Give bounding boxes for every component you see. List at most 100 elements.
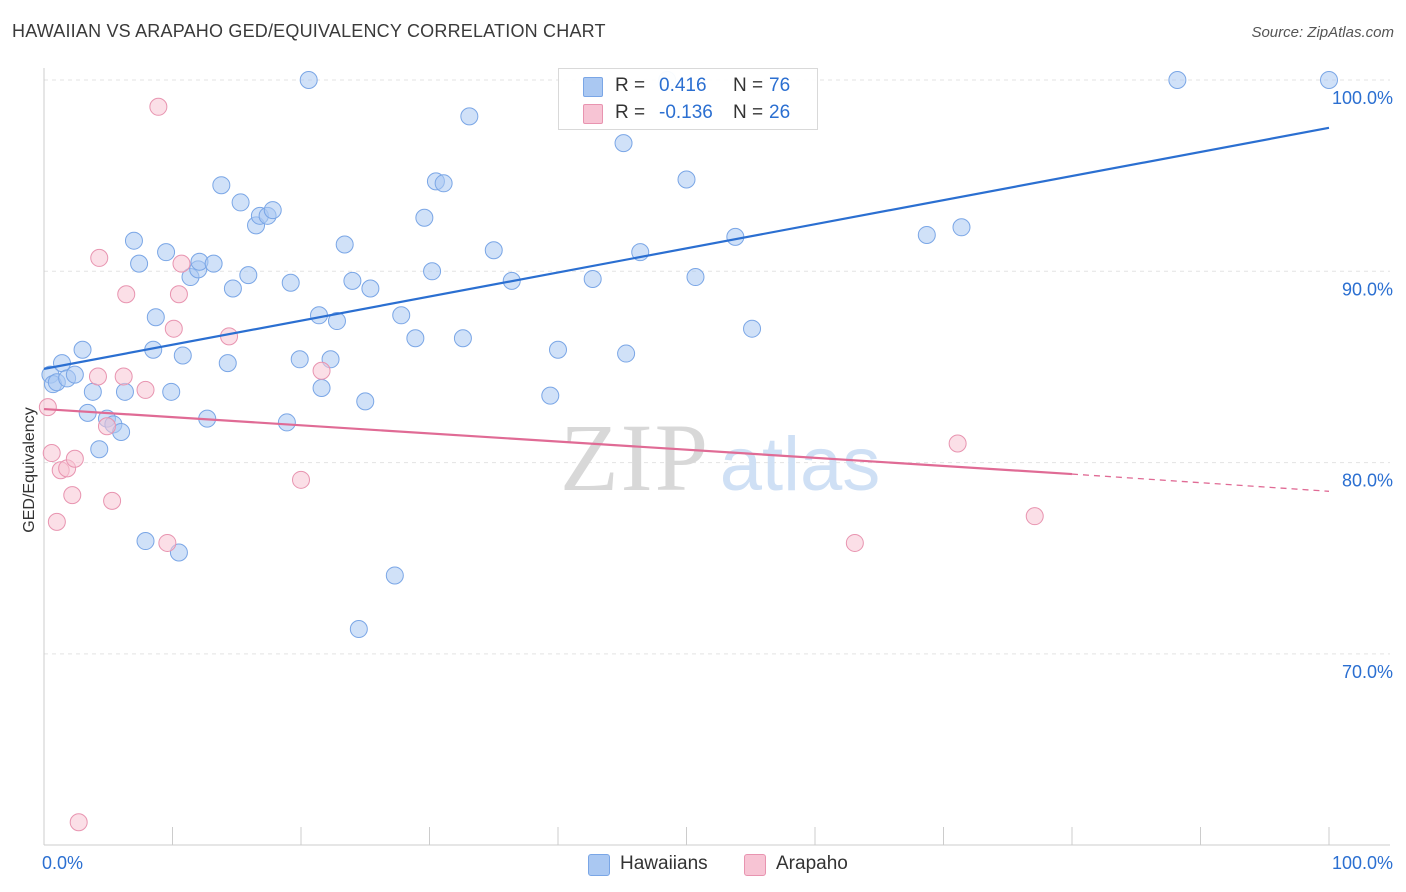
bottom-legend-swatch-hawaiians (588, 854, 610, 876)
source-label: Source: ZipAtlas.com (1251, 24, 1394, 41)
legend-r-label: R = (615, 75, 646, 96)
stats-legend: R = 0.416 N = 76 R = -0.136 N = 26 (558, 68, 818, 130)
axes-layer (43, 68, 1390, 846)
point-hawaiians (130, 254, 149, 273)
point-hawaiians (204, 254, 223, 273)
y-tick-label: 90.0% (1342, 279, 1393, 299)
y-tick-label: 100.0% (1332, 88, 1393, 108)
point-arapaho (90, 248, 109, 267)
bottom-legend-label-arapaho: Arapaho (776, 853, 848, 874)
point-hawaiians (173, 346, 192, 365)
point-hawaiians (415, 208, 434, 227)
point-arapaho (172, 254, 191, 273)
legend-n-label: N = (733, 102, 764, 123)
point-arapaho (97, 417, 116, 436)
point-hawaiians (239, 266, 258, 285)
x-tick-label: 100.0% (1332, 853, 1393, 873)
watermark-atlas: atlas (720, 422, 881, 507)
bottom-legend-swatch-arapaho (744, 854, 766, 876)
point-hawaiians (124, 231, 143, 250)
point-hawaiians (335, 235, 354, 254)
point-hawaiians (349, 620, 368, 639)
x-tick-label: 0.0% (42, 853, 83, 873)
point-hawaiians (1168, 71, 1187, 89)
point-hawaiians (218, 354, 237, 373)
trend-line-arapaho (43, 407, 1073, 476)
point-hawaiians (917, 225, 936, 244)
point-hawaiians (169, 543, 188, 562)
point-hawaiians (423, 262, 442, 281)
point-hawaiians (312, 378, 331, 397)
points-layer (38, 71, 1338, 832)
point-arapaho (1025, 507, 1044, 526)
point-hawaiians (263, 201, 282, 220)
trend-line-hawaiians (43, 126, 1330, 370)
point-hawaiians (223, 279, 242, 298)
point-hawaiians (65, 365, 84, 384)
point-arapaho (948, 434, 967, 453)
legend-r-value: 0.416 (659, 75, 707, 96)
grid-layer (44, 79, 1390, 655)
point-hawaiians (115, 382, 134, 401)
point-hawaiians (677, 170, 696, 189)
point-arapaho (114, 367, 133, 386)
point-arapaho (169, 285, 188, 304)
point-hawaiians (343, 271, 362, 290)
point-arapaho (69, 813, 88, 832)
watermark-zip: ZIP (560, 404, 710, 511)
labels-layer: 70.0% 80.0% 90.0% 100.0% 0.0% 100.0% (42, 88, 1393, 873)
point-hawaiians (327, 312, 346, 331)
point-hawaiians (299, 71, 318, 89)
point-hawaiians (146, 308, 165, 327)
legend-n-label: N = (733, 75, 764, 96)
point-hawaiians (743, 319, 762, 338)
point-arapaho (47, 512, 66, 531)
point-hawaiians (583, 269, 602, 288)
point-arapaho (38, 398, 57, 417)
point-hawaiians (361, 279, 380, 298)
legend-r-value: -0.136 (659, 102, 713, 123)
point-hawaiians (157, 243, 176, 262)
point-arapaho (63, 486, 82, 505)
point-hawaiians (231, 193, 250, 212)
point-hawaiians (541, 386, 560, 405)
point-arapaho (136, 380, 155, 399)
point-hawaiians (136, 532, 155, 551)
point-hawaiians (434, 174, 453, 193)
point-arapaho (845, 533, 864, 552)
point-hawaiians (617, 344, 636, 363)
point-hawaiians (83, 382, 102, 401)
point-arapaho (88, 367, 107, 386)
trend-layer (43, 126, 1330, 492)
point-hawaiians (549, 340, 567, 359)
point-hawaiians (952, 218, 971, 237)
point-arapaho (292, 470, 310, 489)
point-hawaiians (277, 413, 296, 432)
point-arapaho (164, 319, 183, 338)
legend-r-label: R = (615, 102, 646, 123)
point-hawaiians (726, 227, 745, 246)
legend-swatch-hawaiians (583, 77, 603, 97)
point-hawaiians (460, 107, 479, 126)
point-arapaho (42, 444, 61, 463)
point-hawaiians (1320, 71, 1338, 89)
point-arapaho (65, 449, 84, 468)
point-hawaiians (406, 329, 425, 348)
point-hawaiians (453, 329, 472, 348)
legend-n-value: 76 (769, 75, 791, 96)
point-hawaiians (484, 241, 503, 260)
bottom-legend-label-hawaiians: Hawaiians (620, 853, 708, 874)
point-hawaiians (385, 566, 404, 585)
point-hawaiians (73, 340, 92, 359)
point-arapaho (149, 97, 168, 116)
point-arapaho (312, 361, 331, 380)
legend-swatch-arapaho (583, 104, 603, 124)
point-hawaiians (281, 273, 300, 292)
y-tick-label: 80.0% (1342, 471, 1393, 491)
point-hawaiians (162, 382, 181, 401)
legend-n-value: 26 (769, 102, 791, 123)
point-hawaiians (686, 268, 705, 287)
point-hawaiians (356, 392, 375, 411)
point-hawaiians (90, 440, 109, 459)
